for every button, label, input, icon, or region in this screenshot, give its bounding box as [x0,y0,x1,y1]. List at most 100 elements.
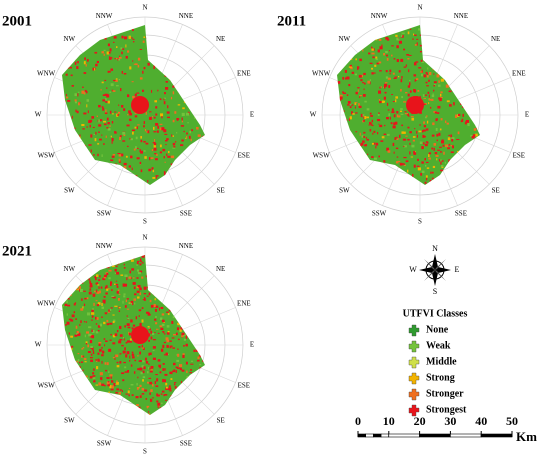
pixel [136,179,140,182]
pixel [116,365,120,368]
pixel [189,39,192,43]
pixel [104,384,106,387]
pixel [416,38,419,40]
pixel [171,302,173,306]
direction-label: S [143,218,147,226]
pixel [343,46,347,49]
pixel [411,144,415,148]
pixel [115,163,118,167]
pixel [206,402,208,404]
pixel [387,186,389,187]
pixel [115,57,118,60]
pixel [422,94,425,97]
pixel [442,144,445,147]
pixel [393,58,396,60]
pixel [428,157,431,160]
pixel [193,381,197,384]
pixel [441,140,445,144]
pixel [124,371,128,373]
pixel [96,274,99,277]
pixel [392,27,394,30]
pixel [344,148,346,150]
pixel [174,68,176,70]
pixel [340,94,343,97]
pixel [430,171,432,174]
pixel [474,133,478,137]
direction-label: SSE [180,439,192,447]
pixel [349,64,352,67]
pixel [60,371,62,372]
pixel [337,144,339,146]
pixel [122,337,124,339]
pixel [183,408,186,412]
pixel [189,59,193,62]
pixel [126,323,130,327]
pixel [183,261,186,264]
pixel [186,68,188,70]
pixel [337,155,339,158]
pixel [112,90,116,92]
pixel [118,310,121,312]
pixel [138,410,140,414]
pixel [63,256,65,260]
pixel [139,351,141,355]
direction-label: SSE [180,209,192,217]
pixel [437,185,438,187]
pixel [419,111,422,114]
pixel [83,187,85,189]
pixel [482,170,485,172]
pixel [348,54,350,56]
pixel [413,62,417,66]
pixel [400,58,404,62]
pixel [468,55,470,57]
pixel [451,43,455,46]
pixel [88,144,92,146]
pixel [130,302,133,305]
pixel [363,88,365,91]
direction-label: WNW [37,300,56,308]
pixel [113,79,116,82]
direction-label: ESE [238,152,250,160]
pixel [354,166,358,169]
pixel [74,334,78,337]
pixel [449,51,452,53]
pixel [145,36,148,40]
pixel [126,315,128,317]
pixel [95,63,98,67]
pixel [150,365,154,369]
compass-e: E [455,265,460,274]
pixel [84,57,86,60]
direction-label: WSW [38,152,56,160]
pixel [92,377,96,380]
pixel [460,170,463,174]
pixel [395,186,398,188]
pixel [111,113,114,115]
pixel [376,62,380,65]
pixel [409,142,411,145]
pixel [172,142,176,146]
pixel [129,338,132,341]
pixel [445,37,448,40]
pixel [156,288,160,291]
pixel [67,409,70,411]
pixel [76,375,79,377]
pixel [477,51,480,54]
pixel [107,384,110,387]
pixel [398,115,401,118]
pixel [364,145,366,147]
pixel [193,334,197,338]
pixel [175,180,177,182]
pixel [406,54,410,56]
pixel [421,69,423,73]
pixel [96,282,99,284]
pixel [349,116,352,120]
pixel [60,175,61,178]
pixel [115,265,118,268]
pixel [81,411,85,413]
pixel [95,316,97,320]
pixel [451,66,453,68]
pixel [196,398,198,401]
pixel [81,388,84,392]
pixel [136,261,139,265]
pixel [418,28,421,31]
